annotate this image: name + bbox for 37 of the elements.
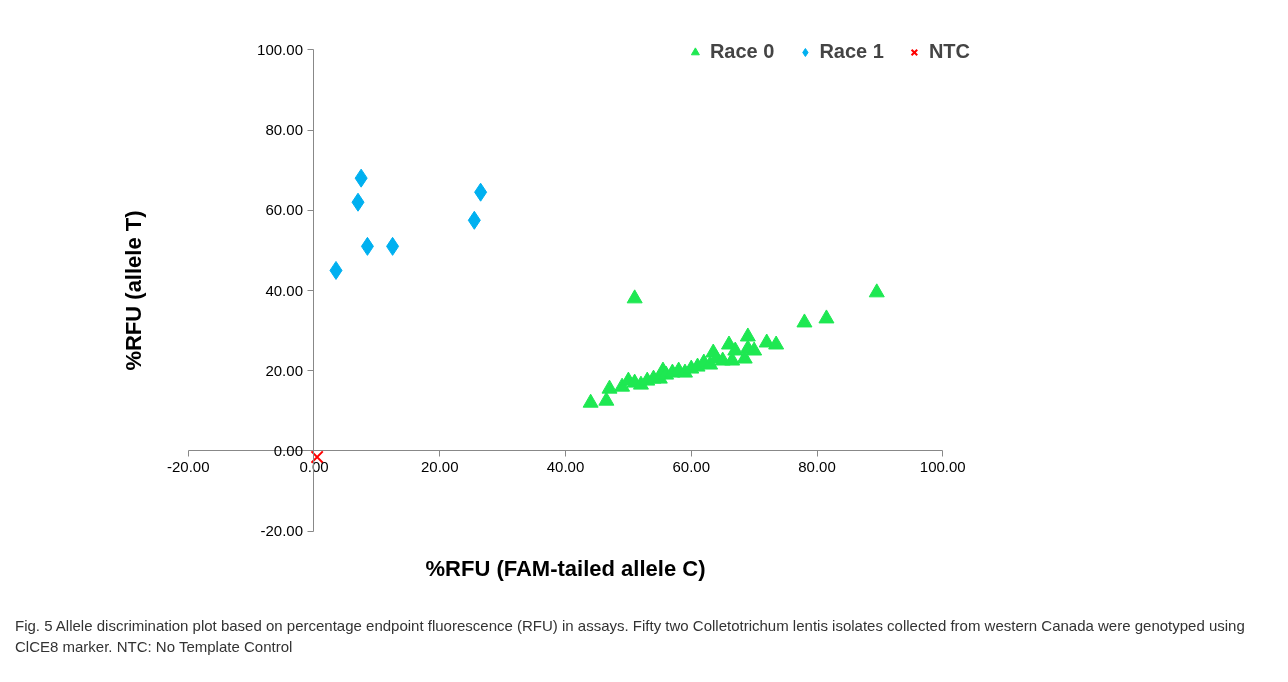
legend-label: Race 1 <box>819 40 884 63</box>
x-tick-label: -20.00 <box>166 457 210 475</box>
x-tick-label: 60.00 <box>672 457 711 475</box>
point <box>598 391 615 406</box>
y-tick-label: 100.00 <box>257 40 303 58</box>
point <box>386 236 400 256</box>
point <box>360 236 374 256</box>
legend-label: Race 0 <box>709 40 775 63</box>
point <box>796 313 813 328</box>
x-axis-title: %RFU (FAM-tailed allele C) <box>425 555 706 581</box>
point <box>739 327 756 342</box>
point <box>474 182 488 202</box>
y-tick-label: 0.00 <box>273 441 303 459</box>
y-tick-label: 80.00 <box>265 121 303 139</box>
y-tick-label: 20.00 <box>265 361 303 379</box>
x-tick-label: 100.00 <box>919 457 966 475</box>
caption: Fig. 5 Allele discrimination plot based on percentage endpoint fluorescence (RFU) in assays. Fifty two Colletotrichum lentis isolates collected from western Canada were genotyped using ClCE8 marker. NTC: No Template Control <box>15 616 1246 658</box>
x-tick-label: 80.00 <box>798 457 836 475</box>
point <box>601 379 618 394</box>
point <box>746 341 763 356</box>
y-tick-label: 60.00 <box>265 201 303 219</box>
x-tick-label: 40.00 <box>546 457 585 475</box>
x-tick-label: 20.00 <box>420 457 459 475</box>
y-tick-label: -20.00 <box>260 522 303 540</box>
point <box>818 309 835 324</box>
point <box>868 283 885 298</box>
point <box>582 393 599 408</box>
point <box>768 335 785 350</box>
point <box>354 168 368 188</box>
point <box>467 210 481 230</box>
point <box>626 289 643 304</box>
point <box>329 260 343 280</box>
legend-label: NTC <box>928 40 970 63</box>
point <box>351 192 365 212</box>
y-axis-title: %RFU (allele T) <box>120 210 146 371</box>
point <box>727 341 744 356</box>
y-tick-label: 40.00 <box>265 281 303 299</box>
